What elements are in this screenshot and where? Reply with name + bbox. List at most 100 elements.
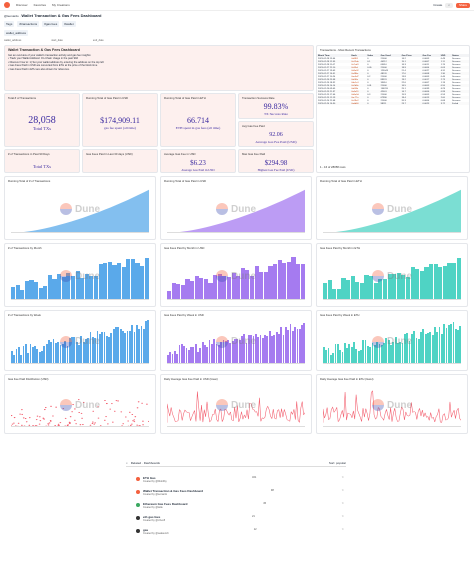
bar[interactable] [275,331,278,363]
bar[interactable] [185,347,188,363]
bar[interactable] [336,289,341,299]
bar[interactable] [171,282,176,299]
bar[interactable] [130,259,135,299]
bar[interactable] [197,352,199,363]
bar[interactable] [226,277,232,299]
bar[interactable] [107,261,112,299]
bar[interactable] [138,329,140,363]
bar[interactable] [410,334,413,363]
bar[interactable] [117,327,120,363]
filter-start-date[interactable]: start_date [51,39,63,42]
bar[interactable] [229,343,232,363]
bar[interactable] [282,334,285,363]
related-dashboard-item[interactable]: Wallet Transaction & Gas Fees Dashboard C… [136,489,344,499]
bar[interactable] [103,332,106,363]
bar[interactable] [443,323,446,363]
bar[interactable] [346,347,348,363]
related-dashboard-item[interactable]: Ethereum Gas Fees Dashboard Created by @k… [136,502,344,512]
bar[interactable] [103,263,108,299]
bar[interactable] [169,352,172,363]
bar[interactable] [427,332,429,363]
bar[interactable] [124,333,127,363]
bar[interactable] [294,326,296,363]
bar[interactable] [93,275,99,299]
bar[interactable] [385,337,388,363]
bar[interactable] [220,341,222,363]
table-row[interactable]: 2023-02-27 19:03 0x9a02 0 125043 21.4 0.0027 4… [317,69,469,72]
bar[interactable] [390,344,392,363]
bar[interactable] [131,324,134,363]
bar[interactable] [87,337,90,363]
bar[interactable] [355,348,358,363]
table-row[interactable]: 2023-02-27 16:51 0x48bc 0 48120 17.0 0.0008 1.… [317,72,469,75]
bar[interactable] [217,344,220,363]
tag-wallet[interactable]: #wallet [62,21,76,27]
bar[interactable] [176,283,181,299]
bar[interactable] [208,282,213,299]
bar[interactable] [245,343,248,363]
table-row[interactable]: 2023-02-25 21:37 0x4e51 0 42001 14.7 0.0006 0.… [317,90,469,93]
bar[interactable] [147,320,150,363]
bar[interactable] [27,353,29,363]
bar[interactable] [167,290,172,299]
bar[interactable] [70,275,76,299]
bar[interactable] [180,285,185,299]
bar[interactable] [41,350,43,363]
bar[interactable] [266,336,269,363]
bar[interactable] [73,337,76,363]
bar[interactable] [273,335,276,363]
related-dashboard-item[interactable]: gas Created by @sealaunch 12 ☆ [136,528,344,538]
bar[interactable] [61,343,64,363]
bar[interactable] [371,343,374,363]
bar[interactable] [259,272,264,299]
bar[interactable] [369,347,372,363]
bar[interactable] [231,272,236,299]
bar[interactable] [408,340,411,363]
bar[interactable] [339,349,341,363]
table-row[interactable]: 2023-02-28 13:04 0x89f1 0 21000 14.2 0.0003 0.… [317,57,469,60]
bar[interactable] [359,283,364,299]
bar[interactable] [29,344,32,363]
bar[interactable] [362,340,365,363]
bar[interactable] [397,343,399,363]
bar[interactable] [301,325,303,363]
bar[interactable] [112,328,115,363]
bar[interactable] [415,269,420,299]
bar[interactable] [252,335,255,363]
bar[interactable] [140,326,143,363]
bar[interactable] [383,342,385,363]
bar[interactable] [64,341,66,363]
bar[interactable] [115,327,117,363]
bar[interactable] [243,334,246,363]
bar[interactable] [48,340,50,363]
related-dashboard-item[interactable]: eth gas fees Created by @rchen8 21 ☆ [136,515,344,525]
table-header-cell[interactable]: Hash [350,54,367,57]
bar[interactable] [376,342,378,363]
bar[interactable] [286,262,291,299]
related-dashboard-name[interactable]: Wallet Transaction & Gas Fees Dashboard [143,489,204,493]
bar[interactable] [366,345,369,363]
bar[interactable] [429,332,432,363]
bar[interactable] [396,273,401,299]
bar[interactable] [61,277,66,299]
table-row[interactable]: 2023-02-25 12:19 0xc77a 0 67990 18.4 0.0013 2.… [317,96,469,99]
bar[interactable] [36,349,39,363]
bar[interactable] [273,263,278,299]
bar[interactable] [405,276,411,299]
bar[interactable] [289,324,292,363]
bar[interactable] [20,354,23,363]
bar[interactable] [445,327,448,363]
bar[interactable] [85,338,87,363]
bar[interactable] [199,277,204,299]
bar[interactable] [436,332,439,363]
bar[interactable] [98,264,103,299]
table-header-cell[interactable]: Value [366,54,380,57]
bar[interactable] [334,344,337,363]
bar[interactable] [394,337,397,363]
bar[interactable] [173,351,176,363]
bar[interactable] [20,289,25,299]
bar[interactable] [47,275,52,299]
bar[interactable] [201,341,204,363]
table-header-cell[interactable]: Status [451,54,469,57]
bar[interactable] [300,263,305,299]
